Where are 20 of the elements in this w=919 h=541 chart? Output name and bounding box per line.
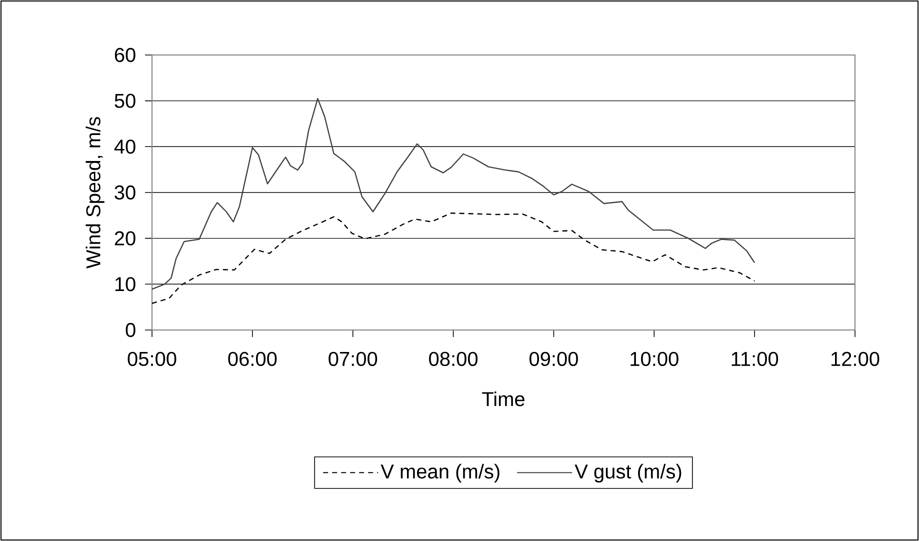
y-tick-label: 20 [114,231,136,246]
x-tick-label: 06:00 [228,352,277,366]
legend-label: V mean (m/s) [380,464,500,483]
y-axis-title: Wind Speed, m/s [86,117,104,269]
y-tick-label: 50 [114,94,136,108]
legend-label: V gust (m/s) [574,464,682,483]
y-tick-label: 0 [126,322,136,338]
x-tick-label: 08:00 [429,352,478,366]
x-tick-label: 12:00 [832,352,880,366]
y-tick-label: 30 [114,185,136,200]
x-axis-title: Time [482,392,524,406]
y-tick-label: 60 [114,48,136,62]
x-tick-label: 10:00 [630,352,678,366]
x-tick-label: 05:00 [128,352,176,366]
y-tick-label: 10 [115,277,136,292]
line-series [152,98,756,290]
y-tick-label: 40 [114,140,136,154]
x-tick-label: 09:00 [529,352,578,366]
x-tick-label: 07:00 [328,352,378,366]
x-tick-label: 11:00 [732,352,778,366]
